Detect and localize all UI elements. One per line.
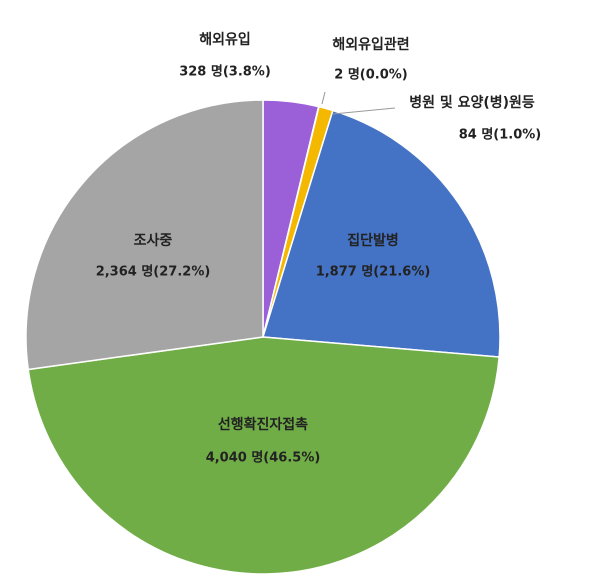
slice-label: 해외유입 — [199, 31, 251, 48]
slice-value-label: 84 명(1.0%) — [459, 127, 542, 143]
pie-slice — [25, 99, 264, 371]
slice-value-label: 1,877 명(21.6%) — [316, 264, 431, 280]
leader-line — [321, 91, 326, 105]
pie-slice — [262, 109, 501, 358]
slice-label: 조사중 — [134, 233, 173, 249]
slice-label: 집단발병 — [347, 232, 399, 249]
slice-label: 선행확진자접촉 — [218, 416, 308, 433]
slice-value-label: 2,364 명(27.2%) — [96, 264, 211, 280]
pie-slice — [27, 336, 500, 575]
slice-value-label: 4,040 명(46.5%) — [206, 450, 321, 466]
slice-value-label: 328 명(3.8%) — [179, 64, 271, 80]
slice-value-label: 2 명(0.0%) — [334, 67, 407, 83]
leader-line — [332, 107, 396, 115]
slice-label: 해외유입관련 — [332, 36, 409, 53]
slice-label: 병원 및 요양(병)원등 — [409, 94, 535, 111]
